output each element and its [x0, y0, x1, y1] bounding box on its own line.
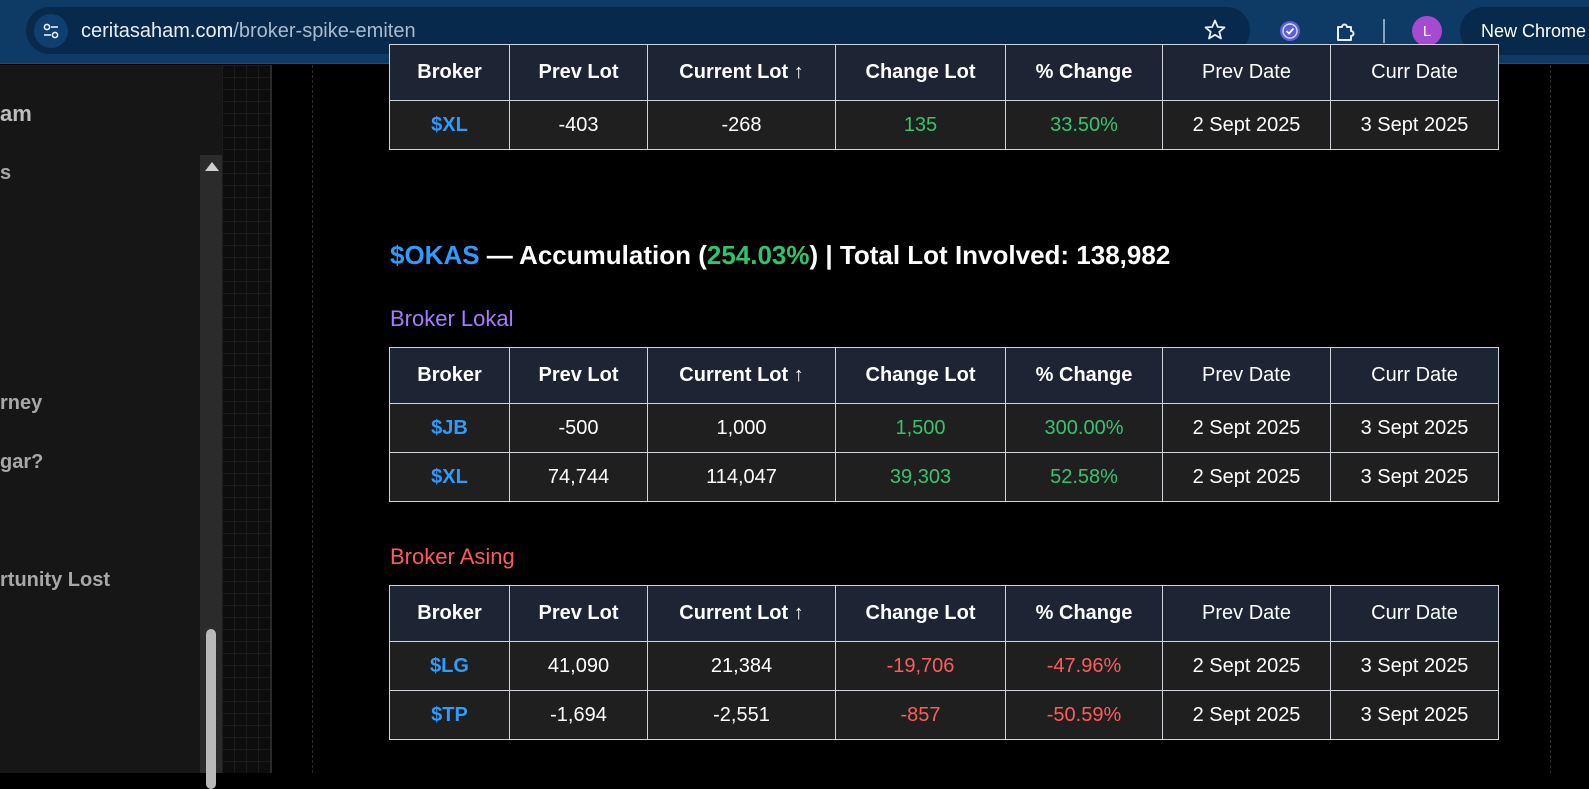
toolbar-divider — [1383, 19, 1385, 43]
pct-change: -47.96% — [1005, 641, 1163, 691]
table-header-row: Broker Prev Lot Current Lot ↑ Change Lot… — [389, 44, 1499, 101]
column-header[interactable]: Change Lot — [835, 347, 1006, 404]
heading-total-lot: ) | Total Lot Involved: 138,982 — [809, 240, 1171, 270]
curr-date: 3 Sept 2025 — [1330, 690, 1499, 740]
broker-code[interactable]: $JB — [389, 403, 510, 453]
url-text[interactable]: ceritasaham.com/broker-spike-emiten — [81, 20, 416, 43]
accumulation-percent: 254.03% — [706, 240, 810, 270]
scroll-up-arrow-icon[interactable] — [205, 162, 219, 171]
column-header[interactable]: Current Lot ↑ — [647, 585, 836, 642]
broker-code[interactable]: $LG — [389, 641, 510, 691]
scrollbar-thumb[interactable] — [206, 629, 216, 789]
prev-date: 2 Sept 2025 — [1162, 100, 1331, 150]
column-header[interactable]: Change Lot — [835, 44, 1006, 101]
column-header[interactable]: Broker — [389, 44, 510, 101]
current-lot: -268 — [647, 100, 836, 150]
prev-lot: -500 — [509, 403, 648, 453]
column-header[interactable]: Prev Lot — [509, 585, 648, 642]
heading-text: — Accumulation ( — [479, 240, 707, 270]
table-header-row: Broker Prev Lot Current Lot ↑ Change Lot… — [389, 347, 1499, 404]
emiten-ticker[interactable]: $OKAS — [390, 240, 480, 270]
new-chrome-button[interactable]: New Chrome — [1460, 7, 1589, 55]
url-path: /broker-spike-emiten — [233, 20, 416, 42]
column-header[interactable]: Current Lot ↑ — [647, 44, 836, 101]
grid-background — [222, 65, 270, 773]
broker-code[interactable]: $XL — [389, 452, 510, 502]
curr-date: 3 Sept 2025 — [1330, 641, 1499, 691]
current-lot: 21,384 — [647, 641, 836, 691]
column-header[interactable]: Broker — [389, 347, 510, 404]
broker-asing-label: Broker Asing — [390, 544, 515, 569]
prev-date: 2 Sept 2025 — [1162, 641, 1331, 691]
table-row: $TP -1,694 -2,551 -857 -50.59% 2 Sept 20… — [389, 690, 1499, 740]
prev-date: 2 Sept 2025 — [1162, 403, 1331, 453]
curr-date: 3 Sept 2025 — [1330, 100, 1499, 150]
prev-lot: 74,744 — [509, 452, 648, 502]
column-header[interactable]: Current Lot ↑ — [647, 347, 836, 404]
table-header-row: Broker Prev Lot Current Lot ↑ Change Lot… — [389, 585, 1499, 642]
guide-line — [1550, 65, 1551, 773]
prev-date: 2 Sept 2025 — [1162, 452, 1331, 502]
change-lot: 39,303 — [835, 452, 1006, 502]
curr-date: 3 Sept 2025 — [1330, 452, 1499, 502]
table-row: $LG 41,090 21,384 -19,706 -47.96% 2 Sept… — [389, 641, 1499, 691]
change-lot: -857 — [835, 690, 1006, 740]
column-header[interactable]: Prev Lot — [509, 44, 648, 101]
extension-check-icon[interactable] — [1275, 16, 1305, 46]
change-lot: 1,500 — [835, 403, 1006, 453]
url-domain: ceritasaham.com — [81, 20, 234, 42]
table-row: $XL 74,744 114,047 39,303 52.58% 2 Sept … — [389, 452, 1499, 502]
prev-lot: 41,090 — [509, 641, 648, 691]
column-header[interactable]: Prev Date — [1162, 585, 1331, 642]
curr-date: 3 Sept 2025 — [1330, 403, 1499, 453]
column-header[interactable]: % Change — [1005, 585, 1163, 642]
prev-lot: -403 — [509, 100, 648, 150]
column-header[interactable]: Prev Date — [1162, 347, 1331, 404]
current-lot: -2,551 — [647, 690, 836, 740]
pct-change: 33.50% — [1005, 100, 1163, 150]
column-header[interactable]: Broker — [389, 585, 510, 642]
column-header[interactable]: % Change — [1005, 44, 1163, 101]
sidebar-item[interactable]: gar? — [0, 451, 44, 473]
prev-date: 2 Sept 2025 — [1162, 690, 1331, 740]
bookmark-star-icon[interactable] — [1202, 17, 1228, 43]
table-row: $XL -403 -268 135 33.50% 2 Sept 2025 3 S… — [389, 100, 1499, 150]
change-lot: -19,706 — [835, 641, 1006, 691]
sidebar-scrollbar[interactable] — [200, 155, 222, 789]
column-header[interactable]: Prev Lot — [509, 347, 648, 404]
sidebar-item[interactable]: am — [0, 101, 32, 126]
broker-asing-table: Broker Prev Lot Current Lot ↑ Change Lot… — [389, 585, 1499, 740]
broker-code[interactable]: $XL — [389, 100, 510, 150]
site-info-icon[interactable] — [34, 14, 68, 48]
change-lot: 135 — [835, 100, 1006, 150]
pct-change: 52.58% — [1005, 452, 1163, 502]
current-lot: 1,000 — [647, 403, 836, 453]
broker-lokal-label: Broker Lokal — [390, 306, 514, 331]
guide-line — [312, 65, 313, 773]
extensions-puzzle-icon[interactable] — [1331, 16, 1361, 46]
emiten-heading: $OKAS — Accumulation (254.03%) | Total L… — [390, 240, 1170, 271]
sidebar-item[interactable]: rtunity Lost — [0, 569, 110, 591]
broker-code[interactable]: $TP — [389, 690, 510, 740]
profile-avatar[interactable]: L — [1412, 16, 1442, 46]
sidebar-item[interactable]: s — [0, 162, 12, 184]
column-header[interactable]: Curr Date — [1330, 44, 1499, 101]
sidebar-item[interactable]: rney — [0, 392, 43, 414]
column-header[interactable]: % Change — [1005, 347, 1163, 404]
pct-change: 300.00% — [1005, 403, 1163, 453]
pct-change: -50.59% — [1005, 690, 1163, 740]
column-header[interactable]: Prev Date — [1162, 44, 1331, 101]
prev-lot: -1,694 — [509, 690, 648, 740]
column-header[interactable]: Change Lot — [835, 585, 1006, 642]
sidebar: am s rney gar? rtunity Lost — [0, 65, 222, 773]
divider — [270, 65, 272, 773]
column-header[interactable]: Curr Date — [1330, 585, 1499, 642]
table-row: $JB -500 1,000 1,500 300.00% 2 Sept 2025… — [389, 403, 1499, 453]
current-lot: 114,047 — [647, 452, 836, 502]
main-content: Broker Prev Lot Current Lot ↑ Change Lot… — [389, 44, 1499, 740]
previous-broker-table: Broker Prev Lot Current Lot ↑ Change Lot… — [389, 44, 1499, 150]
column-header[interactable]: Curr Date — [1330, 347, 1499, 404]
broker-lokal-table: Broker Prev Lot Current Lot ↑ Change Lot… — [389, 347, 1499, 502]
